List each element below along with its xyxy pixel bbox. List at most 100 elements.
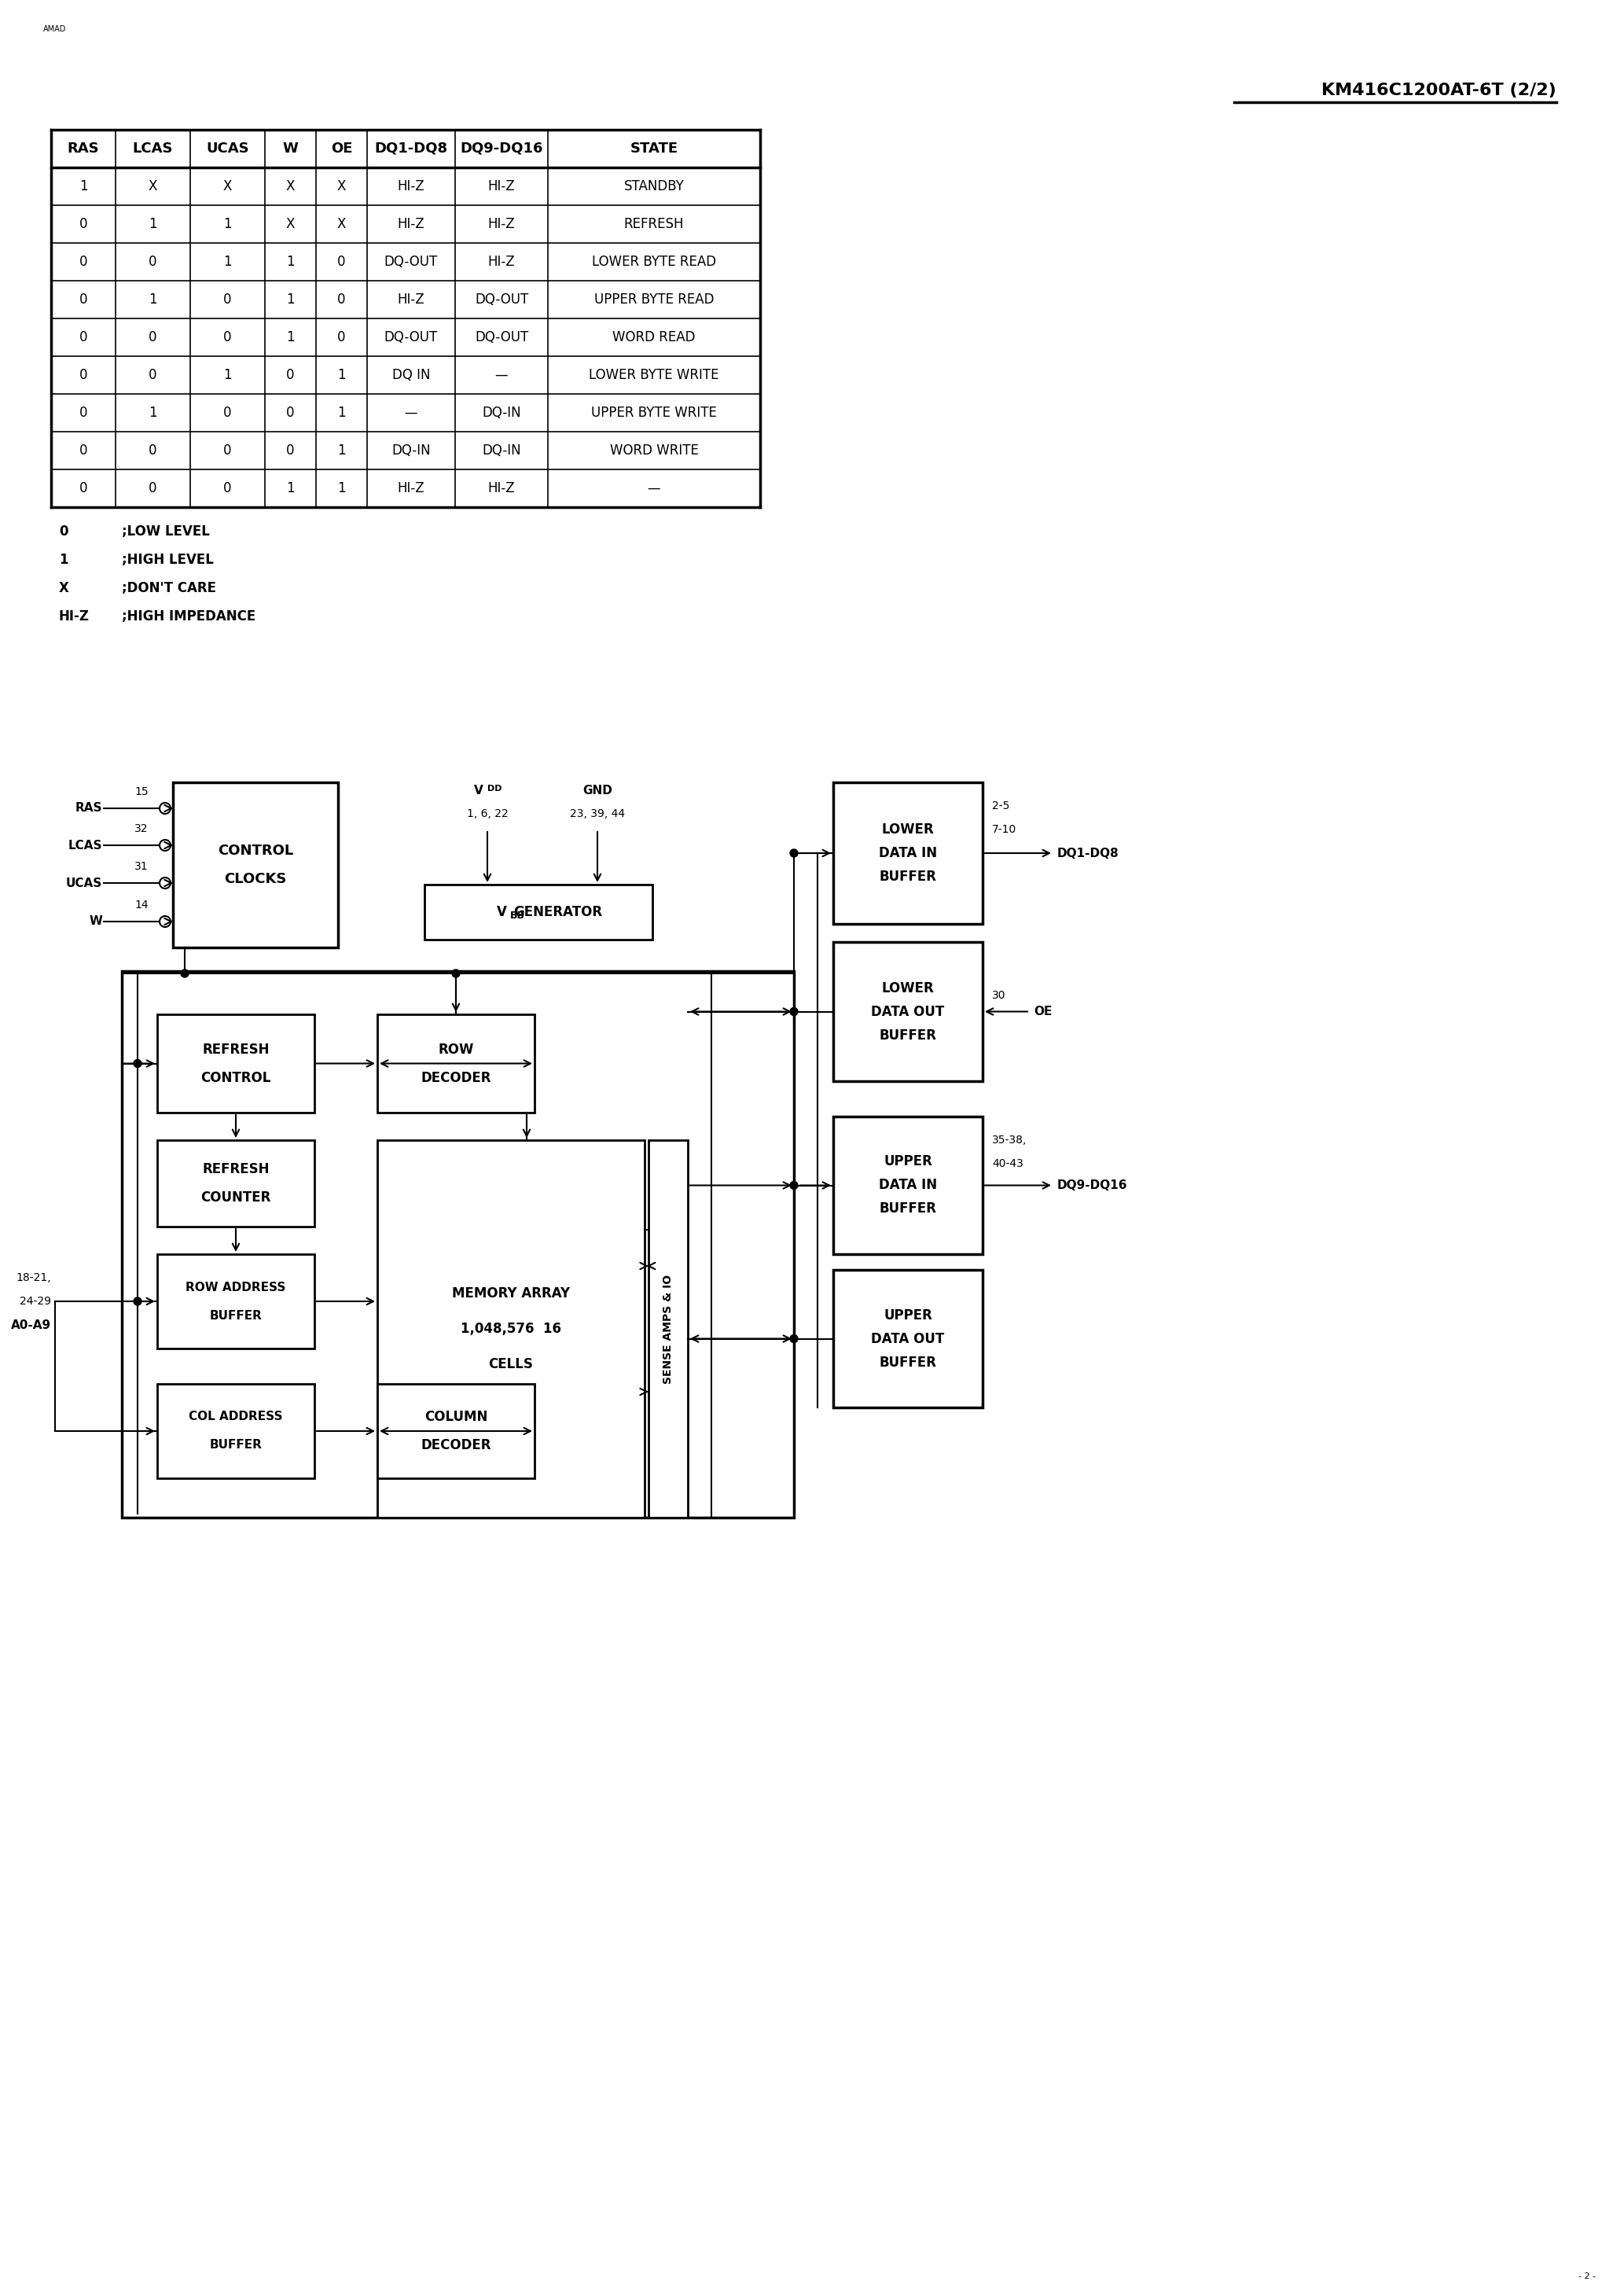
Text: 0: 0 bbox=[80, 218, 88, 232]
Text: 0: 0 bbox=[338, 331, 346, 344]
Text: 35-38,: 35-38, bbox=[992, 1134, 1026, 1146]
Bar bbox=[377, 1141, 645, 1518]
Text: HI-Z: HI-Z bbox=[398, 482, 425, 496]
Circle shape bbox=[789, 1334, 797, 1343]
Text: X: X bbox=[338, 218, 346, 232]
Circle shape bbox=[180, 969, 188, 978]
Text: DQ1-DQ8: DQ1-DQ8 bbox=[375, 142, 448, 156]
Text: 0: 0 bbox=[80, 255, 88, 269]
Text: REFRESH: REFRESH bbox=[203, 1042, 270, 1056]
Text: SENSE AMPS & IO: SENSE AMPS & IO bbox=[663, 1274, 674, 1384]
Text: UCAS: UCAS bbox=[206, 142, 248, 156]
Text: COUNTER: COUNTER bbox=[201, 1189, 271, 1205]
Text: HI-Z: HI-Z bbox=[58, 608, 89, 625]
Text: WORD WRITE: WORD WRITE bbox=[609, 443, 698, 457]
Text: RAS: RAS bbox=[67, 142, 99, 156]
Text: BUFFER: BUFFER bbox=[209, 1440, 261, 1451]
Text: BB: BB bbox=[510, 909, 525, 921]
Text: CONTROL: CONTROL bbox=[201, 1070, 271, 1084]
Text: UPPER: UPPER bbox=[883, 1155, 932, 1169]
Text: ;HIGH IMPEDANCE: ;HIGH IMPEDANCE bbox=[122, 608, 255, 625]
Text: COL ADDRESS: COL ADDRESS bbox=[188, 1412, 283, 1424]
Text: HI-Z: HI-Z bbox=[487, 179, 515, 193]
Text: 0: 0 bbox=[80, 331, 88, 344]
Text: DQ-IN: DQ-IN bbox=[391, 443, 430, 457]
Text: 1, 6, 22: 1, 6, 22 bbox=[466, 808, 508, 820]
Bar bbox=[377, 1015, 534, 1114]
Text: ROW: ROW bbox=[438, 1042, 474, 1056]
Text: DATA IN: DATA IN bbox=[879, 845, 937, 861]
Text: DATA OUT: DATA OUT bbox=[870, 1332, 945, 1345]
Text: DD: DD bbox=[487, 785, 502, 792]
Circle shape bbox=[789, 850, 797, 856]
Text: 1: 1 bbox=[149, 218, 158, 232]
Text: 1: 1 bbox=[149, 406, 158, 420]
Text: —: — bbox=[404, 406, 417, 420]
Text: CONTROL: CONTROL bbox=[218, 843, 294, 859]
Text: DQ-OUT: DQ-OUT bbox=[385, 255, 438, 269]
Text: UPPER BYTE WRITE: UPPER BYTE WRITE bbox=[591, 406, 716, 420]
Text: STANDBY: STANDBY bbox=[624, 179, 684, 193]
Text: HI-Z: HI-Z bbox=[487, 218, 515, 232]
Text: COLUMN: COLUMN bbox=[424, 1410, 487, 1424]
Text: HI-Z: HI-Z bbox=[487, 255, 515, 269]
Text: DATA IN: DATA IN bbox=[879, 1178, 937, 1192]
Text: 31: 31 bbox=[135, 861, 148, 872]
Circle shape bbox=[133, 1058, 141, 1068]
Text: OE: OE bbox=[331, 142, 352, 156]
Bar bbox=[158, 1015, 315, 1114]
Text: GENERATOR: GENERATOR bbox=[513, 905, 603, 918]
Bar bbox=[833, 941, 983, 1081]
Text: 0: 0 bbox=[149, 331, 158, 344]
Text: V: V bbox=[497, 905, 507, 918]
Text: ;LOW LEVEL: ;LOW LEVEL bbox=[122, 523, 209, 540]
Text: 0: 0 bbox=[149, 367, 158, 381]
Text: V: V bbox=[474, 785, 484, 797]
Bar bbox=[158, 1254, 315, 1348]
Text: KM416C1200AT-6T (2/2): KM416C1200AT-6T (2/2) bbox=[1322, 83, 1556, 99]
Text: 2-5: 2-5 bbox=[992, 801, 1010, 810]
Text: X: X bbox=[148, 179, 158, 193]
Text: 0: 0 bbox=[80, 443, 88, 457]
Text: A0-A9: A0-A9 bbox=[11, 1318, 50, 1332]
Text: STATE: STATE bbox=[630, 142, 679, 156]
Bar bbox=[833, 1116, 983, 1254]
Text: BUFFER: BUFFER bbox=[209, 1309, 261, 1322]
Text: LOWER BYTE WRITE: LOWER BYTE WRITE bbox=[590, 367, 719, 381]
Text: 1: 1 bbox=[224, 367, 232, 381]
Bar bbox=[424, 884, 653, 939]
Text: 1: 1 bbox=[80, 179, 88, 193]
Text: HI-Z: HI-Z bbox=[398, 218, 425, 232]
Text: - 2 -: - 2 - bbox=[1579, 2273, 1596, 2280]
Text: REFRESH: REFRESH bbox=[624, 218, 684, 232]
Text: 1: 1 bbox=[224, 218, 232, 232]
Text: UPPER BYTE READ: UPPER BYTE READ bbox=[594, 292, 715, 308]
Text: HI-Z: HI-Z bbox=[398, 179, 425, 193]
Text: 0: 0 bbox=[80, 406, 88, 420]
Text: 0: 0 bbox=[286, 443, 294, 457]
Text: BUFFER: BUFFER bbox=[879, 1355, 937, 1368]
Text: 0: 0 bbox=[149, 443, 158, 457]
Text: DQ9-DQ16: DQ9-DQ16 bbox=[460, 142, 542, 156]
Text: UPPER: UPPER bbox=[883, 1309, 932, 1322]
Text: DQ9-DQ16: DQ9-DQ16 bbox=[1057, 1180, 1127, 1192]
Text: W: W bbox=[89, 916, 102, 928]
Text: 1: 1 bbox=[149, 292, 158, 308]
Text: 1: 1 bbox=[286, 331, 294, 344]
Text: LCAS: LCAS bbox=[68, 840, 102, 852]
Text: —: — bbox=[648, 482, 661, 496]
Text: CELLS: CELLS bbox=[489, 1357, 533, 1371]
Text: 0: 0 bbox=[224, 292, 232, 308]
Text: CLOCKS: CLOCKS bbox=[224, 872, 287, 886]
Text: 0: 0 bbox=[224, 482, 232, 496]
Text: LOWER: LOWER bbox=[882, 980, 934, 994]
Text: DQ IN: DQ IN bbox=[391, 367, 430, 381]
Bar bbox=[833, 1270, 983, 1407]
Text: BUFFER: BUFFER bbox=[879, 1029, 937, 1042]
Text: 32: 32 bbox=[135, 824, 148, 833]
Text: 0: 0 bbox=[286, 406, 294, 420]
Text: 7-10: 7-10 bbox=[992, 824, 1017, 836]
Text: ;DON'T CARE: ;DON'T CARE bbox=[122, 581, 216, 595]
Text: 14: 14 bbox=[135, 900, 148, 912]
Text: BUFFER: BUFFER bbox=[879, 870, 937, 884]
